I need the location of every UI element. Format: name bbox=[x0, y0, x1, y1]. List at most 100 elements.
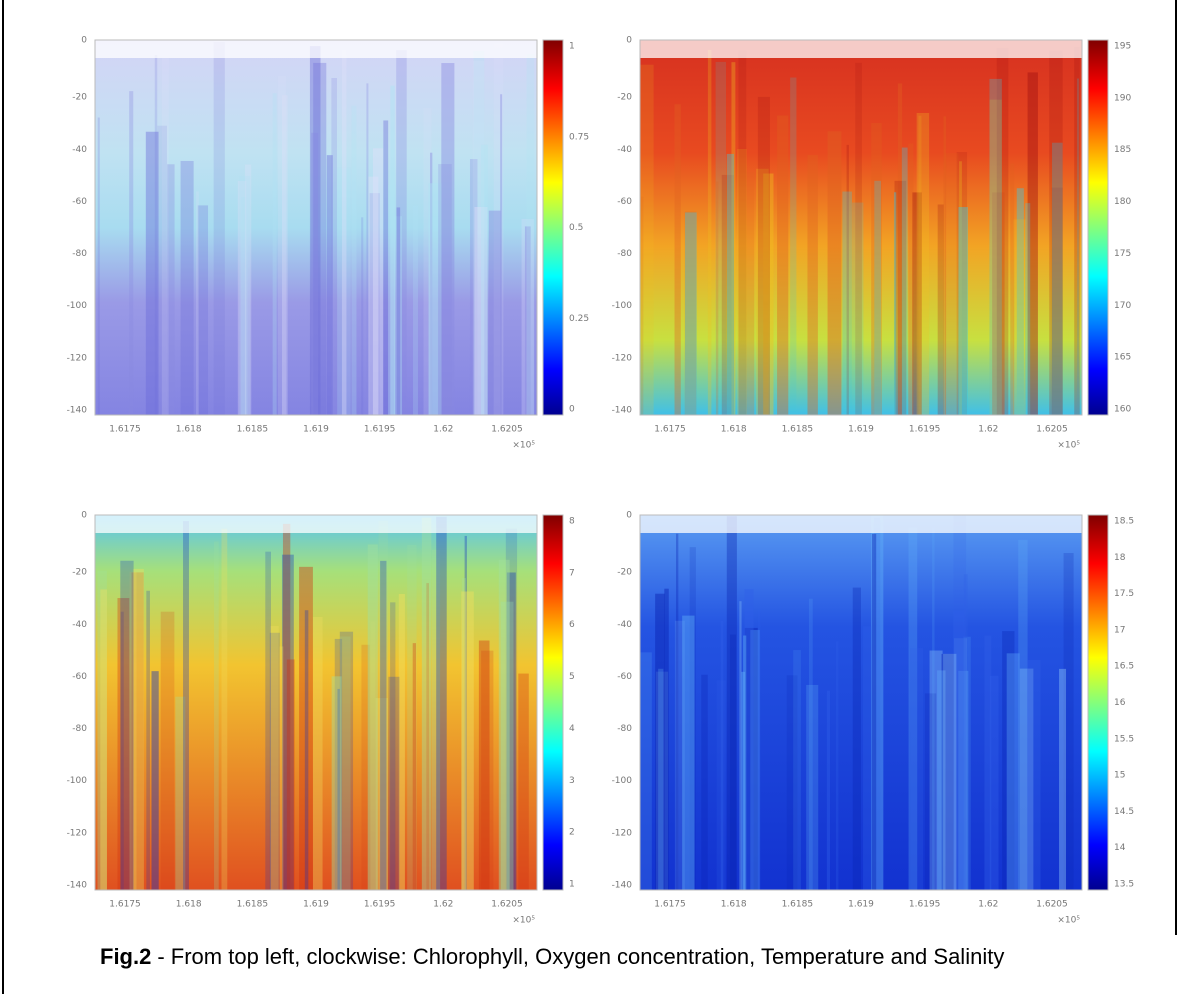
heatmap-streak bbox=[1063, 553, 1074, 890]
surface-band bbox=[640, 40, 1082, 58]
heatmap-streak bbox=[684, 211, 697, 415]
heatmap-streak bbox=[282, 523, 291, 890]
colorbar-tick-label: 6 bbox=[569, 620, 575, 630]
heatmap-streak bbox=[941, 653, 954, 890]
heatmap-streak bbox=[175, 696, 186, 890]
heatmap-streak bbox=[286, 659, 295, 890]
heatmap-streak bbox=[956, 152, 968, 415]
heatmap-streak bbox=[498, 559, 510, 890]
heatmap-streak bbox=[1051, 187, 1063, 415]
colorbar-tick-label: 18 bbox=[1114, 553, 1126, 563]
heatmap-streak bbox=[331, 676, 342, 890]
heatmap-streak bbox=[871, 533, 877, 890]
heatmap-streak bbox=[701, 674, 708, 890]
heatmap-streak bbox=[430, 152, 433, 415]
heatmap-streak bbox=[852, 587, 861, 890]
heatmap-streak bbox=[100, 589, 108, 890]
heatmap-streak bbox=[526, 54, 535, 415]
heatmap-streak bbox=[214, 541, 219, 890]
heatmap-streak bbox=[505, 528, 518, 890]
heatmap-streak bbox=[689, 547, 696, 890]
colorbar-tick-label: 14 bbox=[1114, 843, 1126, 853]
heatmap-streak bbox=[726, 516, 737, 890]
heatmap-streak bbox=[1074, 47, 1080, 416]
colorbar bbox=[1087, 514, 1109, 891]
heatmap bbox=[95, 515, 537, 890]
heatmap-streak bbox=[807, 155, 818, 415]
heatmap-streak bbox=[213, 41, 225, 415]
y-tick-label: -20 bbox=[617, 568, 632, 578]
heatmap-streak bbox=[361, 644, 370, 890]
heatmap-streak bbox=[197, 205, 209, 415]
y-tick-label: -100 bbox=[612, 301, 633, 311]
surface-band bbox=[95, 40, 537, 58]
colorbar-tick-label: 7 bbox=[569, 568, 575, 578]
colorbar-tick-label: 3 bbox=[569, 776, 575, 786]
heatmap-streak bbox=[97, 570, 107, 890]
heatmap-streak bbox=[871, 123, 882, 415]
heatmap-streak bbox=[480, 144, 488, 415]
heatmap-streak bbox=[640, 196, 644, 415]
colorbar-tick-label: 1 bbox=[569, 42, 575, 52]
caption: Fig.2- From top left, clockwise: Chlorop… bbox=[100, 944, 1004, 970]
heatmap-streak bbox=[304, 610, 309, 890]
heatmap-streak bbox=[1025, 203, 1031, 415]
x-multiplier: ×10⁵ bbox=[512, 916, 535, 926]
x-tick-label: 1.6195 bbox=[364, 425, 396, 435]
heatmap-streak bbox=[664, 588, 669, 890]
heatmap-streak bbox=[959, 161, 962, 415]
heatmap-streak bbox=[390, 85, 395, 416]
heatmap-streak bbox=[370, 621, 376, 890]
heatmap-streak bbox=[518, 673, 529, 890]
heatmap-streak bbox=[326, 155, 333, 415]
heatmap-streak bbox=[716, 680, 726, 890]
axes-frame bbox=[94, 39, 538, 416]
heatmap-streak bbox=[277, 76, 286, 416]
caption-label: Fig.2 bbox=[100, 944, 152, 969]
colorbar bbox=[542, 514, 564, 891]
y-tick-label: -60 bbox=[617, 672, 632, 682]
heatmap-streak bbox=[750, 630, 760, 890]
heatmap-streak bbox=[790, 77, 797, 415]
x-tick-label: 1.6195 bbox=[909, 425, 941, 435]
colorbar-tick-label: 0.25 bbox=[569, 314, 589, 324]
heatmap-streak bbox=[675, 533, 679, 890]
x-tick-label: 1.62 bbox=[978, 900, 998, 910]
heatmap-streak bbox=[309, 46, 321, 416]
x-tick-label: 1.618 bbox=[721, 425, 747, 435]
heatmap-streak bbox=[380, 560, 387, 890]
heatmap-streak bbox=[655, 671, 669, 890]
heatmap-streak bbox=[912, 192, 922, 415]
y-tick-label: -40 bbox=[72, 145, 87, 155]
y-tick-label: -60 bbox=[72, 197, 87, 207]
heatmap-streak bbox=[473, 50, 485, 416]
heatmap-streak bbox=[426, 583, 429, 890]
heatmap-streak bbox=[738, 50, 747, 415]
x-tick-label: 1.6175 bbox=[109, 425, 141, 435]
colorbar-tick-label: 15.5 bbox=[1114, 734, 1134, 744]
heatmap-streak bbox=[863, 626, 872, 890]
heatmap-streak bbox=[521, 218, 534, 415]
heatmap-streak bbox=[929, 650, 943, 890]
heatmap-streak bbox=[908, 527, 918, 890]
heatmap-streak bbox=[989, 675, 999, 890]
heatmap-streak bbox=[726, 153, 735, 415]
y-tick-label: -40 bbox=[72, 620, 87, 630]
heatmap-streak bbox=[421, 517, 432, 890]
heatmap-streak bbox=[744, 627, 758, 890]
heatmap-streak bbox=[474, 206, 488, 415]
heatmap-streak bbox=[524, 226, 531, 415]
y-tick-label: -20 bbox=[72, 93, 87, 103]
heatmap-streak bbox=[341, 49, 347, 416]
heatmap-streak bbox=[826, 690, 831, 890]
heatmap-streak bbox=[361, 217, 364, 415]
heatmap-streak bbox=[846, 144, 849, 415]
heatmap-streak bbox=[992, 192, 1005, 415]
heatmap-streak bbox=[944, 153, 959, 415]
heatmap-streak bbox=[160, 611, 175, 890]
heatmap-streak bbox=[1010, 163, 1015, 415]
heatmap-streak bbox=[835, 641, 839, 890]
heatmap-streak bbox=[908, 143, 914, 415]
heatmap-streak bbox=[428, 183, 442, 415]
